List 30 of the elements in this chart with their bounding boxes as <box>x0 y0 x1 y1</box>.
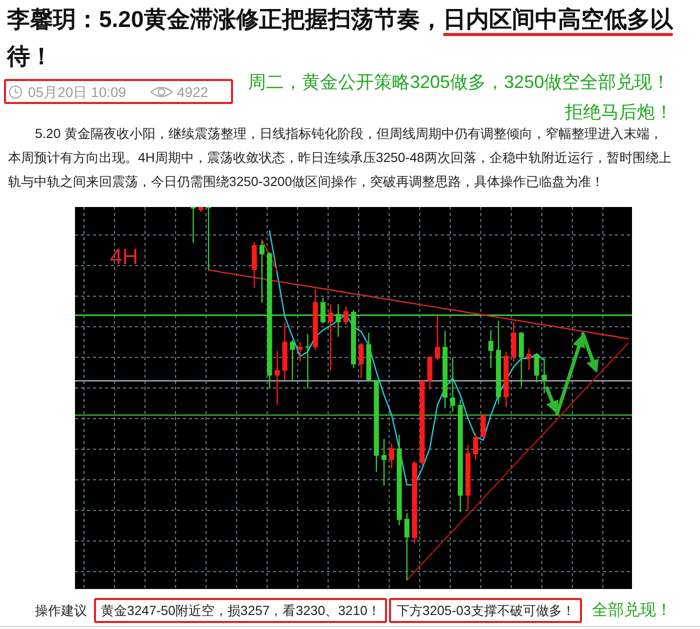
candlestick <box>542 358 547 394</box>
text: 5.20 黄金隔夜收小阳，继续震荡整理，日线指标钝化阶段，但周线周期中仍有调整倾向，窄幅整理进入末端，本周预计有方向出现。4H周期中，震荡收敛状态，昨日连续承压3250-48两次回落，企稳中轨附近运行，暂时围绕上轨与中轨之间来回震荡，今日仍需围绕3250-3200做区间操作，突破再调整思路，具体操作已临盘为准！ <box>8 125 672 191</box>
candlestick <box>473 432 478 460</box>
chart-title: 李馨玥：5.20黄金滞涨修正把握扫荡节奏，日内区间中高空低多以待！ <box>7 6 673 69</box>
text: 拒绝马后炮！ <box>565 101 673 124</box>
text: 下方3205-03支撑不破可做多！ <box>389 598 582 623</box>
candlestick <box>389 442 394 470</box>
text: 全部兑现！ <box>592 600 672 621</box>
candlestick <box>259 240 264 304</box>
text: 05月20日 10:09 <box>28 83 126 102</box>
candlestick <box>488 329 494 369</box>
text: 周二，黄金公开策略3205做多，3250做空全部兑现！ <box>248 71 670 94</box>
candlestick <box>434 315 440 361</box>
text: 黄金3247-50附近空，损3257，看3230、3210！ <box>94 598 388 623</box>
candlestick <box>274 350 280 406</box>
candlestick <box>328 303 334 372</box>
candlestick <box>382 438 387 486</box>
annotation: 4H <box>110 244 138 269</box>
candlestick <box>404 512 410 581</box>
candlestick <box>526 348 532 371</box>
candlestick <box>358 342 364 379</box>
candlestick <box>190 207 196 244</box>
text: 4922 <box>177 83 208 102</box>
text: 操作建议 <box>35 602 87 620</box>
candlestick <box>480 413 486 438</box>
candlestick <box>298 341 303 362</box>
candlestick <box>343 306 348 326</box>
candlestick <box>534 352 540 383</box>
candlestick <box>290 340 295 382</box>
candlestick <box>450 357 456 412</box>
